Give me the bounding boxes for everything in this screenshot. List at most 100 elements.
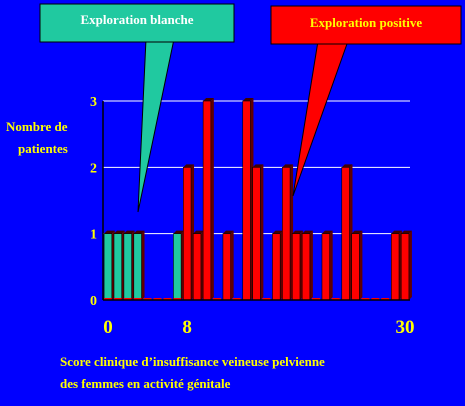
bar-positive-1 bbox=[113, 298, 122, 300]
bar-top bbox=[183, 164, 195, 168]
bar-base bbox=[371, 298, 380, 300]
bar-positive-25 bbox=[351, 230, 363, 301]
callout-positive-label: Exploration positive bbox=[310, 15, 423, 30]
callout-positive-box bbox=[270, 5, 462, 45]
bar-top bbox=[351, 230, 363, 234]
bar-face bbox=[242, 100, 251, 301]
bar-top bbox=[391, 230, 403, 234]
axes bbox=[102, 101, 410, 301]
x-tick-label-0: 0 bbox=[103, 317, 113, 338]
callout-blanche-pointer bbox=[137, 38, 175, 213]
bar-positive-3 bbox=[133, 298, 142, 300]
bar-face bbox=[341, 167, 350, 301]
bar-positive-0 bbox=[104, 298, 112, 300]
y-axis-label-line1: Nombre de bbox=[6, 119, 68, 134]
bar-base bbox=[153, 298, 162, 300]
bar-positive-15 bbox=[252, 164, 264, 301]
bar-blanche-2 bbox=[123, 230, 135, 301]
bar-top bbox=[203, 98, 214, 101]
bar-top bbox=[292, 230, 303, 234]
bar-top bbox=[252, 164, 264, 168]
bar-top bbox=[272, 230, 284, 234]
bar-top bbox=[242, 98, 254, 101]
x-tick-labels: 0 8 30 bbox=[103, 317, 414, 338]
x-tick-label-2: 30 bbox=[396, 317, 415, 338]
y-axis-label-line2: patientes bbox=[18, 141, 68, 156]
bar-face bbox=[202, 100, 212, 301]
y-tick-label-0: 0 bbox=[90, 294, 97, 309]
callout-positive-pointer bbox=[292, 40, 349, 197]
bar-face bbox=[291, 233, 301, 301]
bar-base bbox=[143, 298, 152, 300]
callout-exploration-blanche: Exploration blanche bbox=[39, 3, 235, 213]
callout-blanche-box bbox=[39, 3, 235, 43]
bar-base bbox=[361, 298, 370, 300]
bar-positive-5 bbox=[153, 298, 162, 300]
bar-top bbox=[341, 164, 353, 168]
bar-positive-10 bbox=[202, 98, 214, 301]
bar-base bbox=[213, 298, 221, 300]
bar-positive-29 bbox=[390, 230, 403, 301]
bar-side bbox=[329, 230, 333, 300]
bar-positive-17 bbox=[272, 230, 284, 301]
callout-blanche-label: Exploration blanche bbox=[80, 12, 193, 27]
bar-top bbox=[104, 230, 115, 234]
bar-face bbox=[133, 233, 142, 301]
callout-exploration-positive: Exploration positive bbox=[270, 5, 462, 197]
bar-positive-9 bbox=[192, 230, 204, 301]
bar-side bbox=[230, 230, 234, 300]
bar-face bbox=[400, 233, 410, 301]
bar-side bbox=[260, 164, 264, 300]
bar-base bbox=[173, 298, 182, 300]
bar-positive-2 bbox=[123, 298, 132, 300]
bar-base bbox=[331, 298, 340, 300]
bar-face bbox=[272, 233, 281, 301]
y-tick-label-2: 2 bbox=[90, 161, 97, 176]
bar-positive-28 bbox=[381, 298, 390, 300]
bar-top bbox=[173, 230, 185, 234]
x-axis-label-line1: Score clinique d’insuffisance veineuse p… bbox=[60, 354, 325, 369]
bar-positive-30 bbox=[400, 230, 412, 301]
bar-face bbox=[390, 233, 400, 301]
bar-face bbox=[252, 167, 261, 301]
bar-positive-24 bbox=[341, 164, 353, 301]
bar-positive-11 bbox=[213, 298, 221, 300]
bar-base bbox=[163, 298, 172, 300]
bar-side bbox=[359, 230, 363, 300]
bar-side bbox=[408, 230, 412, 300]
bar-base bbox=[113, 298, 122, 300]
bar-positive-21 bbox=[312, 298, 320, 300]
bar-positive-4 bbox=[143, 298, 152, 300]
bar-face bbox=[113, 233, 123, 301]
bar-base bbox=[104, 298, 112, 300]
bar-top bbox=[193, 230, 204, 234]
bar-positive-13 bbox=[232, 298, 241, 300]
bar-face bbox=[321, 233, 330, 301]
bar-top bbox=[282, 164, 294, 168]
bar-base bbox=[262, 298, 271, 300]
bar-face bbox=[103, 233, 113, 301]
bar-blanche-0 bbox=[103, 230, 115, 301]
bar-face bbox=[222, 233, 231, 301]
bar-positive-18 bbox=[282, 164, 294, 301]
bar-positive-23 bbox=[331, 298, 340, 300]
y-tick-label-1: 1 bbox=[90, 228, 97, 243]
bar-top bbox=[401, 230, 412, 234]
bar-positive-14 bbox=[242, 98, 254, 301]
bar-positive-22 bbox=[321, 230, 333, 301]
bar-positive-12 bbox=[222, 230, 234, 301]
x-tick-label-1: 8 bbox=[182, 317, 192, 338]
bar-face bbox=[282, 167, 291, 301]
bar-base bbox=[312, 298, 320, 300]
bar-positive-26 bbox=[361, 298, 370, 300]
bar-blanche-7 bbox=[173, 230, 185, 301]
bar-top bbox=[302, 230, 313, 234]
bar-positive-16 bbox=[262, 298, 271, 300]
bar-top bbox=[133, 230, 145, 234]
y-tick-label-3: 3 bbox=[90, 95, 97, 110]
bar-face bbox=[173, 233, 182, 301]
bar-blanche-3 bbox=[133, 230, 145, 301]
bar-positive-19 bbox=[291, 230, 303, 301]
bar-base bbox=[232, 298, 241, 300]
